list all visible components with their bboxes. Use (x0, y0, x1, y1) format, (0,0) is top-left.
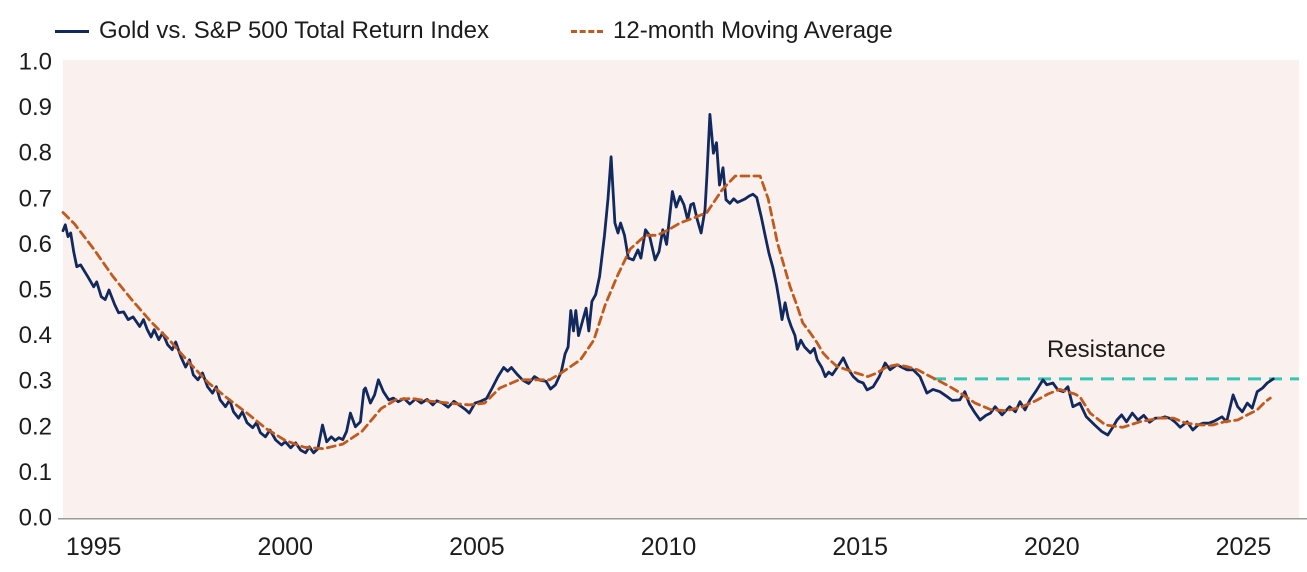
y-tick-label: 0.9 (19, 94, 52, 121)
y-tick-label: 0.1 (19, 459, 52, 486)
x-tick-label: 2005 (449, 533, 505, 561)
y-tick-label: 0.0 (19, 505, 52, 532)
x-tick-label: 2010 (641, 533, 697, 561)
solid-line-swatch-icon (55, 29, 89, 33)
series-line-0 (61, 113, 1275, 455)
y-tick-label: 0.2 (19, 413, 52, 440)
y-tick-label: 0.4 (19, 322, 52, 349)
y-tick-label: 0.5 (19, 277, 52, 304)
x-tick-label: 2020 (1024, 533, 1080, 561)
series-line-1 (61, 174, 1272, 451)
x-tick-label: 2015 (832, 533, 888, 561)
x-tick-label: 1995 (66, 533, 122, 561)
y-tick-label: 0.3 (19, 368, 52, 395)
y-tick-label: 0.6 (19, 231, 52, 258)
legend-label-moving-average: 12-month Moving Average (613, 17, 893, 44)
y-tick-label: 0.7 (19, 185, 52, 212)
y-tick-label: 0.8 (19, 140, 52, 167)
legend-item-gold-vs-sp500: Gold vs. S&P 500 Total Return Index (55, 17, 489, 45)
legend-item-moving-average: 12-month Moving Average (571, 17, 893, 45)
legend-label-gold-vs-sp500: Gold vs. S&P 500 Total Return Index (99, 17, 490, 44)
x-tick-label: 2025 (1216, 533, 1272, 561)
x-tick-label: 2000 (257, 533, 313, 561)
resistance-annotation: Resistance (1047, 336, 1166, 363)
legend: Gold vs. S&P 500 Total Return Index 12-m… (55, 17, 893, 45)
dashed-line-swatch-icon (571, 29, 604, 33)
y-tick-label: 1.0 (19, 49, 52, 76)
plot-area (63, 60, 1299, 518)
